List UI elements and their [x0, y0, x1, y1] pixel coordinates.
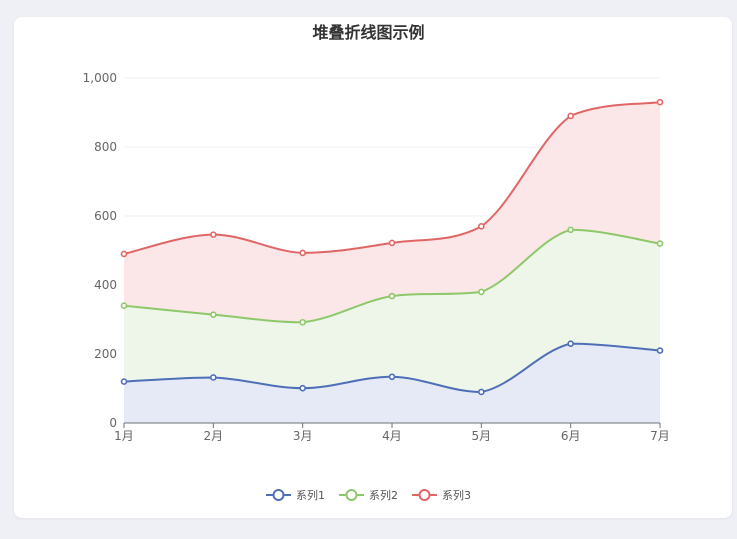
data-point[interactable] [210, 374, 217, 381]
data-point[interactable] [210, 231, 217, 238]
data-point[interactable] [388, 239, 396, 247]
y-tick-label: 0 [109, 416, 117, 430]
y-tick-label: 800 [94, 140, 117, 154]
data-point[interactable] [120, 378, 128, 385]
legend-line-icon [412, 489, 437, 501]
data-point[interactable] [567, 340, 574, 347]
data-point[interactable] [388, 292, 396, 300]
legend-label: 系列1 [296, 489, 325, 502]
x-tick-label: 3月 [293, 429, 313, 443]
axes: 0 200 400 600 800 1,000 1月 2月 3月 4月 5月 6月 7月 [83, 71, 670, 443]
data-points [120, 98, 664, 396]
data-point[interactable] [656, 240, 664, 247]
series-areas [124, 102, 660, 423]
legend-item[interactable]: 系列3 [412, 487, 471, 503]
legend-item[interactable]: 系列1 [266, 487, 325, 503]
chart-title: 堆叠折线图示例 [312, 23, 425, 42]
legend-label: 系列2 [369, 489, 398, 502]
legend-line-icon [339, 489, 364, 501]
series-area [124, 102, 660, 323]
x-tick-label: 1月 [114, 429, 134, 443]
y-tick-label: 1,000 [83, 71, 117, 85]
data-point[interactable] [120, 302, 128, 310]
x-tick-label: 2月 [204, 429, 224, 443]
y-tick-label: 600 [94, 209, 117, 223]
data-point[interactable] [120, 250, 128, 258]
data-point[interactable] [299, 384, 306, 392]
data-point[interactable] [656, 98, 664, 106]
data-point[interactable] [299, 318, 306, 326]
x-tick-label: 5月 [472, 429, 492, 443]
legend-line-icon [266, 489, 291, 501]
data-point[interactable] [388, 373, 396, 381]
data-point[interactable] [656, 347, 664, 354]
series-area [124, 229, 660, 392]
data-point[interactable] [567, 112, 574, 120]
series-area [124, 343, 660, 423]
legend-item[interactable]: 系列2 [339, 487, 398, 503]
x-tick-label: 4月 [382, 429, 402, 443]
x-tick-label: 7月 [650, 429, 670, 443]
data-point[interactable] [478, 388, 485, 396]
data-point[interactable] [210, 311, 217, 318]
y-tick-label: 200 [94, 347, 117, 361]
y-tick-label: 400 [94, 278, 117, 292]
x-tick-label: 6月 [561, 429, 581, 443]
legend-label: 系列3 [442, 489, 471, 502]
legend: 系列1 系列2 系列3 [0, 487, 737, 503]
data-point[interactable] [478, 288, 485, 296]
data-point[interactable] [299, 249, 306, 257]
data-point[interactable] [478, 223, 485, 230]
data-point[interactable] [567, 226, 574, 234]
